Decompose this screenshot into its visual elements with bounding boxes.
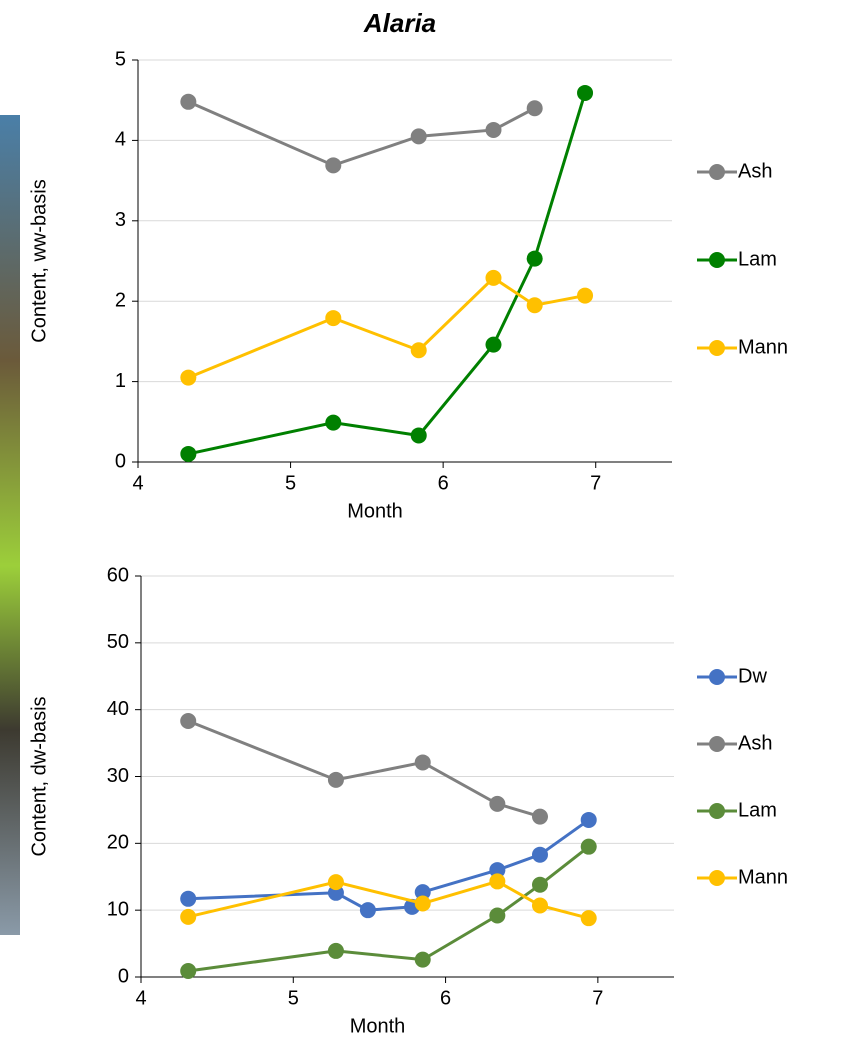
legend-marker xyxy=(709,803,725,819)
marker xyxy=(581,812,597,828)
legend-label: Ash xyxy=(738,160,772,182)
marker xyxy=(527,100,543,116)
marker xyxy=(485,337,501,353)
x-tick-label: 6 xyxy=(438,472,449,494)
legend-label: Mann xyxy=(738,336,788,358)
marker xyxy=(328,874,344,890)
y-tick-label: 60 xyxy=(107,564,129,586)
y-tick-label: 20 xyxy=(107,832,129,854)
y-tick-label: 50 xyxy=(107,631,129,653)
marker xyxy=(415,952,431,968)
marker xyxy=(532,897,548,913)
legend-marker xyxy=(709,252,725,268)
legend-label: Lam xyxy=(738,799,777,821)
marker xyxy=(489,908,505,924)
y-tick-label: 2 xyxy=(115,289,126,311)
legend-marker xyxy=(709,870,725,886)
marker xyxy=(532,809,548,825)
photo-strip xyxy=(0,115,20,935)
marker xyxy=(532,847,548,863)
line xyxy=(188,881,589,918)
marker xyxy=(325,415,341,431)
marker xyxy=(411,342,427,358)
page: Alaria 0 1 2 3 4 5 4 5 6 7 Month Content, ww-basis As… xyxy=(0,0,851,1058)
marker xyxy=(325,157,341,173)
marker xyxy=(411,128,427,144)
y-tick-label: 10 xyxy=(107,898,129,920)
marker xyxy=(325,310,341,326)
marker xyxy=(489,796,505,812)
marker xyxy=(485,270,501,286)
marker xyxy=(581,910,597,926)
legend-marker xyxy=(709,340,725,356)
legend-label: Ash xyxy=(738,732,772,754)
marker xyxy=(415,895,431,911)
y-tick-label: 0 xyxy=(118,965,129,987)
x-tick-label: 7 xyxy=(590,472,601,494)
marker xyxy=(577,85,593,101)
x-tick-label: 5 xyxy=(288,987,299,1009)
marker xyxy=(180,963,196,979)
line xyxy=(188,278,585,378)
marker xyxy=(328,943,344,959)
marker xyxy=(485,122,501,138)
y-axis-label: Content, ww-basis xyxy=(28,179,50,342)
y-tick-label: 1 xyxy=(115,370,126,392)
x-tick-label: 5 xyxy=(285,472,296,494)
marker xyxy=(328,772,344,788)
y-tick-label: 4 xyxy=(115,129,126,151)
marker xyxy=(411,427,427,443)
marker xyxy=(527,297,543,313)
y-tick-label: 30 xyxy=(107,765,129,787)
legend-label: Lam xyxy=(738,248,777,270)
x-axis-label: Month xyxy=(347,500,403,522)
y-tick-label: 0 xyxy=(115,450,126,472)
marker xyxy=(532,877,548,893)
legend-marker xyxy=(709,164,725,180)
marker xyxy=(180,446,196,462)
marker xyxy=(581,839,597,855)
x-axis-label: Month xyxy=(350,1015,406,1037)
x-tick-label: 4 xyxy=(132,472,143,494)
marker xyxy=(415,754,431,770)
x-tick-label: 6 xyxy=(440,987,451,1009)
marker xyxy=(489,873,505,889)
marker xyxy=(360,902,376,918)
chart-title: Alaria xyxy=(363,8,436,38)
line xyxy=(188,721,540,817)
y-tick-label: 5 xyxy=(115,48,126,70)
y-tick-label: 40 xyxy=(107,698,129,720)
line xyxy=(188,820,589,910)
x-tick-label: 7 xyxy=(592,987,603,1009)
x-tick-label: 4 xyxy=(135,987,146,1009)
legend-label: Mann xyxy=(738,866,788,888)
marker xyxy=(180,94,196,110)
legend-marker xyxy=(709,736,725,752)
marker xyxy=(527,251,543,267)
y-axis-label: Content, dw-basis xyxy=(28,696,50,856)
y-tick-label: 3 xyxy=(115,209,126,231)
line xyxy=(188,102,534,166)
marker xyxy=(577,288,593,304)
marker xyxy=(180,370,196,386)
marker xyxy=(180,891,196,907)
legend-label: Dw xyxy=(738,665,767,687)
marker xyxy=(180,909,196,925)
legend-marker xyxy=(709,669,725,685)
marker xyxy=(180,713,196,729)
